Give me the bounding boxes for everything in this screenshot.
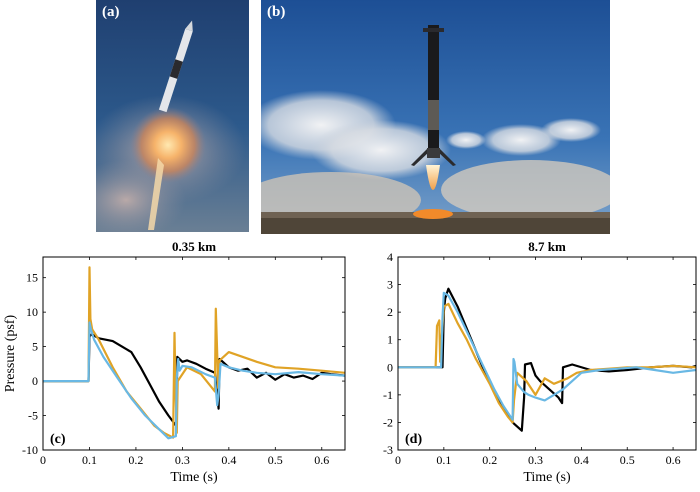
series-line-2: [398, 291, 696, 421]
rocket-launch-image: [96, 0, 249, 232]
booster-landing-image: [261, 0, 610, 234]
plot-frame: [42, 256, 346, 451]
y-tick-label: 0: [387, 360, 393, 374]
panel-label: (c): [50, 432, 66, 447]
x-tick-label: 0.1: [436, 453, 451, 467]
x-axis-label: Time (s): [170, 470, 218, 485]
x-tick-label: 0.2: [482, 453, 497, 467]
y-tick-label: 15: [26, 271, 38, 285]
photo-rocket-launch: (a): [96, 0, 249, 232]
y-tick-label: 4: [387, 250, 393, 264]
y-tick-label: 10: [26, 305, 38, 319]
x-tick-label: 0.4: [574, 453, 589, 467]
x-tick-label: 0.5: [620, 453, 635, 467]
series-line-0: [43, 333, 345, 427]
panel-label: (d): [405, 432, 422, 447]
photo-b-label: (b): [267, 4, 286, 20]
y-tick-label: -10: [22, 443, 38, 457]
x-tick-label: 0.2: [128, 453, 143, 467]
y-tick-label: 0: [32, 374, 38, 388]
y-tick-label: 2: [387, 305, 393, 319]
y-tick-label: -3: [383, 443, 393, 457]
x-tick-label: 0.6: [666, 453, 681, 467]
x-tick-label: 0.6: [314, 453, 329, 467]
photo-booster-landing: (b): [261, 0, 610, 234]
y-tick-label: 1: [387, 333, 393, 347]
chart-title: 0.35 km: [172, 239, 216, 254]
chart-035km: 0 0.1 0.2 0.3 0.4 0.5 0.6 -10 -5 0 5 10 15 0.35 km Tim…: [3, 239, 346, 485]
x-tick-label: 0.4: [221, 453, 236, 467]
y-tick-label: 3: [387, 278, 393, 292]
x-tick-label: 0.5: [268, 453, 283, 467]
y-tick-label: 5: [32, 340, 38, 354]
x-tick-label: 0.3: [528, 453, 543, 467]
y-tick-label: -2: [383, 415, 393, 429]
x-tick-label: 0: [395, 453, 401, 467]
plot-area: [43, 257, 345, 450]
chart-87km: 0 0.1 0.2 0.3 0.4 0.5 0.6 -3 -2 -1 0 1 2 3 4 8.7 km Time…: [383, 239, 697, 485]
photo-a-label: (a): [102, 4, 120, 20]
x-tick-label: 0.1: [82, 453, 97, 467]
x-tick-label: 0: [40, 453, 46, 467]
y-axis-label: Pressure (psf): [3, 314, 18, 392]
y-tick-label: -5: [28, 409, 38, 423]
x-axis-label: Time (s): [523, 470, 571, 485]
series-line-0: [398, 287, 696, 432]
chart-title: 8.7 km: [528, 239, 566, 254]
x-tick-label: 0.3: [175, 453, 190, 467]
series-line-2: [43, 321, 345, 440]
plot-frame: [397, 256, 697, 451]
y-tick-label: -1: [383, 388, 393, 402]
